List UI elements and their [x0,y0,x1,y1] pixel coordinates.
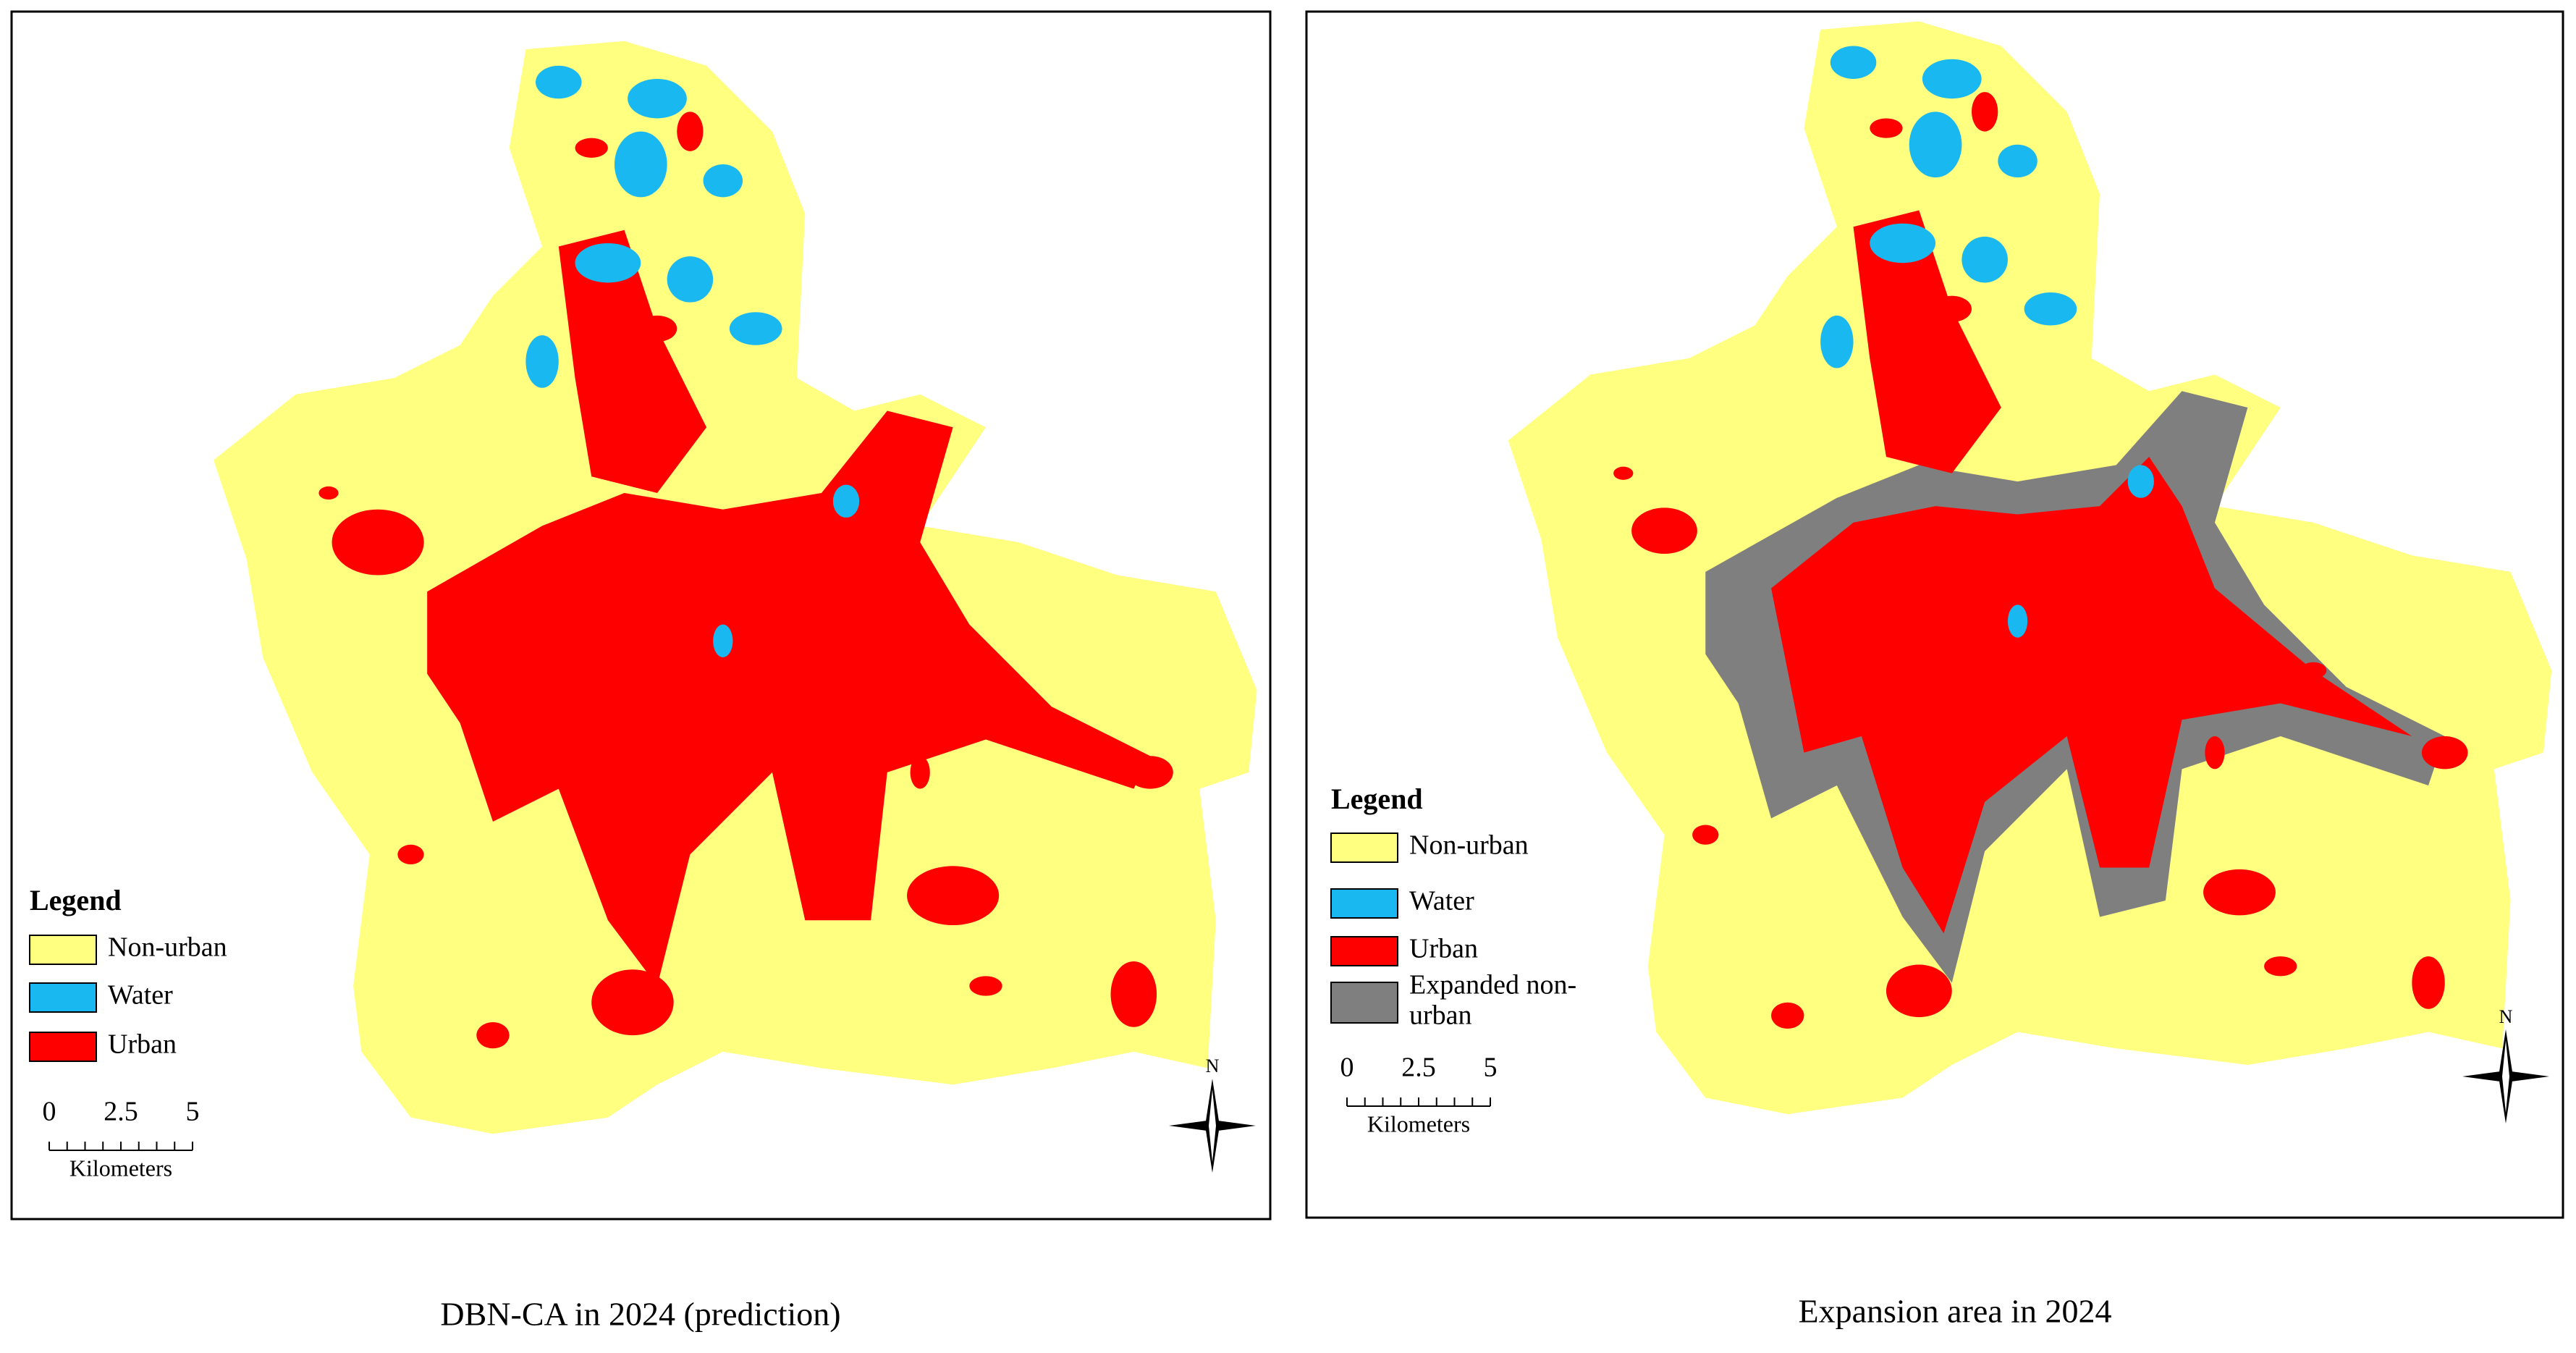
legend-title: Legend [30,884,122,916]
scale-label: 2.5 [104,1097,138,1127]
legend-swatch [1330,936,1398,966]
scale-label: 0 [1340,1053,1354,1083]
legend-label: Non-urban [108,932,227,963]
legend-swatch [29,1032,97,1062]
map-right [1508,21,2552,1115]
scale-label: 0 [43,1097,56,1127]
caption: Expansion area in 2024 [1798,1293,2111,1330]
legend-swatch [29,935,97,965]
legend-label: Water [1409,886,1474,916]
legend-label: Water [108,980,173,1011]
legend-label: Urban [108,1029,177,1060]
scale-unit: Kilometers [69,1155,172,1181]
north-arrow [2502,1040,2509,1113]
scale-unit: Kilometers [1367,1110,1470,1137]
scale-label: 2.5 [1401,1053,1436,1083]
legend-swatch [1330,833,1398,863]
legend-label: Urban [1409,934,1478,964]
north-label: N [2499,1006,2513,1027]
legend-swatch [1330,888,1398,919]
caption: DBN-CA in 2024 (prediction) [440,1296,840,1333]
legend-label: Non-urban [1409,830,1529,861]
legend-swatch [29,982,97,1013]
north-arrow [1209,1089,1216,1162]
scale-label: 5 [186,1097,200,1127]
scale-label: 5 [1484,1053,1498,1083]
legend-label: Expanded non- [1409,970,1576,1000]
legend-label: urban [1409,1000,1472,1031]
map-left [214,41,1257,1134]
legend-swatch [1330,982,1398,1024]
legend-title: Legend [1331,783,1423,815]
north-label: N [1206,1055,1220,1076]
